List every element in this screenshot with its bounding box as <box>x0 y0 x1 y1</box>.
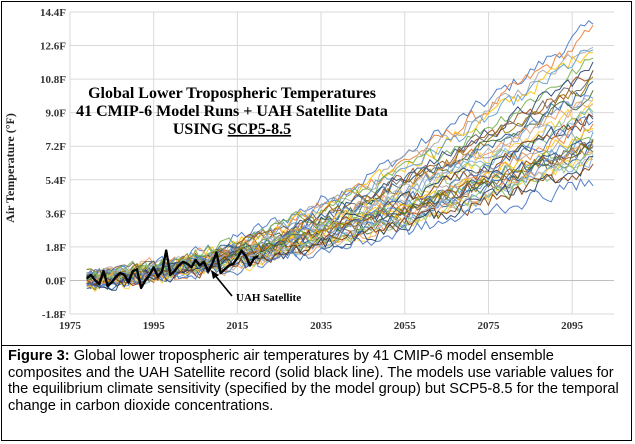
temperature-chart: -1.8F 0.0F 1.8F 3.6F 5.4F 7.2F 9.0F 10.8F 12.6F 1… <box>3 7 614 332</box>
chart-title-line-1: Global Lower Tropospheric Temperatures <box>88 85 376 102</box>
chart-title-line-2: 41 CMIP-6 Model Runs + UAH Satellite Dat… <box>76 103 388 120</box>
y-tick-label: 0.0F <box>46 275 67 287</box>
chart-title-line-3: USING SCP5-8.5 <box>173 121 291 138</box>
caption-text: Global lower tropospheric air temperatur… <box>8 348 619 414</box>
y-axis-label: Air Temperature (°F) <box>3 113 17 223</box>
x-tick-label: 1995 <box>143 320 166 332</box>
x-tick-label: 2095 <box>561 320 584 332</box>
model-run-line <box>86 76 594 282</box>
chart-title-scenario: SCP5-8.5 <box>228 121 292 138</box>
model-run-lines <box>86 19 594 293</box>
x-tick-labels: 1975 1995 2015 2035 2055 2075 2095 <box>59 320 584 332</box>
y-tick-label: 10.8F <box>40 74 66 86</box>
y-tick-label: -1.8F <box>42 309 66 321</box>
model-run-line <box>86 163 594 287</box>
model-run-line <box>86 97 594 284</box>
y-tick-label: 3.6F <box>46 208 67 220</box>
chart-title-prefix: USING <box>173 121 228 138</box>
annotation-arrow <box>213 273 233 297</box>
x-tick-label: 2035 <box>310 320 333 332</box>
model-run-line <box>86 154 594 289</box>
x-tick-label: 1975 <box>59 320 82 332</box>
model-run-line <box>86 131 594 287</box>
uah-satellite-line <box>85 249 259 290</box>
model-run-line <box>86 98 594 283</box>
model-run-line <box>86 158 594 287</box>
y-tick-label: 1.8F <box>46 242 67 254</box>
model-run-line <box>86 19 594 281</box>
chart-grid <box>69 11 614 315</box>
y-tick-label: 14.4F <box>40 7 66 19</box>
model-run-line <box>86 152 594 284</box>
caption-label: Figure 3: <box>8 348 70 364</box>
model-run-line <box>86 101 594 278</box>
x-tick-label: 2015 <box>226 320 249 332</box>
y-tick-labels: -1.8F 0.0F 1.8F 3.6F 5.4F 7.2F 9.0F 10.8F 12.6F 1… <box>40 7 66 321</box>
annotation-arrowhead <box>211 270 219 279</box>
x-tick-label: 2075 <box>477 320 500 332</box>
y-tick-label: 9.0F <box>46 108 67 120</box>
figure-caption: Figure 3: Global lower tropospheric air … <box>2 345 631 440</box>
y-tick-label: 5.4F <box>46 175 67 187</box>
y-tick-label: 12.6F <box>40 41 66 53</box>
uah-series <box>85 249 259 290</box>
x-tick-label: 2055 <box>394 320 417 332</box>
y-tick-label: 7.2F <box>46 141 67 153</box>
annotation-label: UAH Satellite <box>236 292 301 304</box>
model-run-line <box>86 146 594 287</box>
